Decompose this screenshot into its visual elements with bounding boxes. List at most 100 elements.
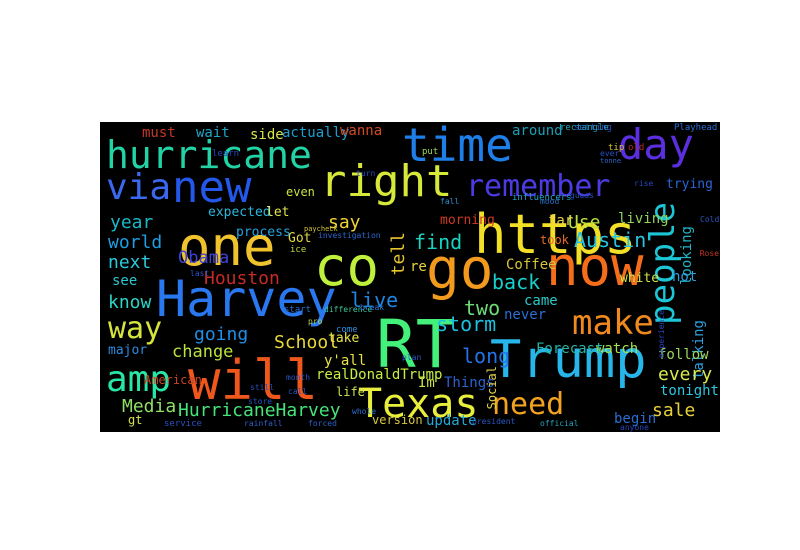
cloud-word: will [188,349,319,412]
cloud-word: tell [388,232,409,276]
cloud-word: living [618,211,669,227]
cloud-word: begin [614,411,657,427]
cloud-word: Rose [699,249,719,258]
cloud-word: ever [600,149,620,158]
cloud-word: learn [212,149,240,159]
cloud-word: far [548,213,574,229]
cloud-word: way [108,311,163,346]
cloud-word: ice [290,245,307,255]
cloud-word: old [628,143,645,153]
cloud-word: break [360,303,385,312]
cloud-word: live [350,288,399,312]
cloud-word: now [546,235,644,298]
cloud-word: whole [352,407,377,416]
cloud-word: back [492,270,541,294]
cloud-word: store [248,397,273,406]
cloud-word: via [106,167,172,208]
cloud-word: every [658,364,713,385]
cloud-word: wanna [340,123,383,139]
cloud-word: right [320,156,453,207]
cloud-word: two [464,296,501,320]
cloud-word: find [414,230,463,254]
cloud-word: Houston [204,268,280,289]
cloud-word: Forecast [536,341,604,357]
cloud-word: still [250,383,275,392]
cloud-word: rise [634,179,654,188]
cloud-word: Use [568,212,601,233]
cloud-word: update [426,413,477,429]
cloud-word: go [426,237,494,302]
cloud-word: paycheck [304,225,338,233]
cloud-word: Texas [358,381,479,427]
cloud-word: see [112,273,138,289]
cloud-word: Media [122,396,177,417]
cloud-word: Social [485,366,499,410]
cloud-word: make [572,303,654,343]
cloud-word: never [504,307,547,323]
cloud-word: call [288,387,308,396]
cloud-word: rainfall [244,419,283,428]
cloud-word: year [110,212,154,233]
cloud-word: gt [128,413,143,427]
cloud-word: next [108,252,152,273]
cloud-word: start [284,305,312,315]
cloud-word: world [108,232,163,253]
cloud-word: Things [444,375,495,391]
cloud-word: day [618,122,694,169]
cloud-word: influencers [512,193,572,203]
cloud-word: experience [657,310,666,359]
cloud-word: must [142,125,176,141]
cloud-word: major [108,343,148,358]
cloud-word: follow [658,347,709,363]
cloud-word: Coffee [506,257,557,273]
cloud-word: wait [196,125,230,141]
cloud-word: watch [596,341,639,357]
cloud-word: Obama [178,248,230,268]
cloud-word: Got [288,231,312,246]
cloud-word: long [462,344,511,368]
cloud-word: come [336,325,358,335]
cloud-word: side [250,127,284,143]
cloud-word: life [336,385,365,399]
cloud-word: Harvey [156,270,337,328]
cloud-word: tonight [659,383,719,399]
cloud-word: took [540,233,569,247]
cloud-word: School [274,332,340,353]
cloud-word: one [178,215,276,278]
cloud-word: RT [376,306,456,383]
cloud-word: plan [402,353,422,362]
cloud-word: American [144,373,202,387]
cloud-word: tip [608,143,625,153]
cloud-word: process [236,225,291,240]
cloud-word: hot [672,269,698,285]
cloud-word: guess [570,191,595,200]
cloud-word: sale [652,400,696,421]
cloud-word: expected [208,205,271,220]
cloud-word: forced [308,419,337,428]
cloud-word: service [164,419,202,429]
cloud-word: say [328,212,361,233]
cloud-word: pro [308,317,323,326]
cloud-word: fall [440,197,460,206]
cloud-word: Playhead [674,123,718,133]
cloud-word: actually [282,125,350,141]
cloud-word: month [286,373,311,382]
cloud-word: Trump [490,330,647,390]
cloud-word: realDonaldTrump [316,367,443,383]
cloud-word: put [422,147,439,157]
cloud-word: white [620,271,660,286]
cloud-word: morning [440,213,495,228]
cloud-word: re [410,259,427,275]
cloud-word: remember [466,169,611,204]
cloud-word: trying [666,177,713,192]
cloud-word: Cold [700,215,720,224]
cloud-word: know [108,292,152,313]
cloud-word: anyone [620,423,649,432]
cloud-word: around [512,123,563,139]
cloud-word: time [402,122,513,172]
cloud-word: HurricaneHarvey [178,400,341,421]
cloud-word: going [194,324,249,345]
cloud-word: even [286,185,315,199]
cloud-word: y'all [324,353,367,369]
cloud-word: https [474,203,637,266]
